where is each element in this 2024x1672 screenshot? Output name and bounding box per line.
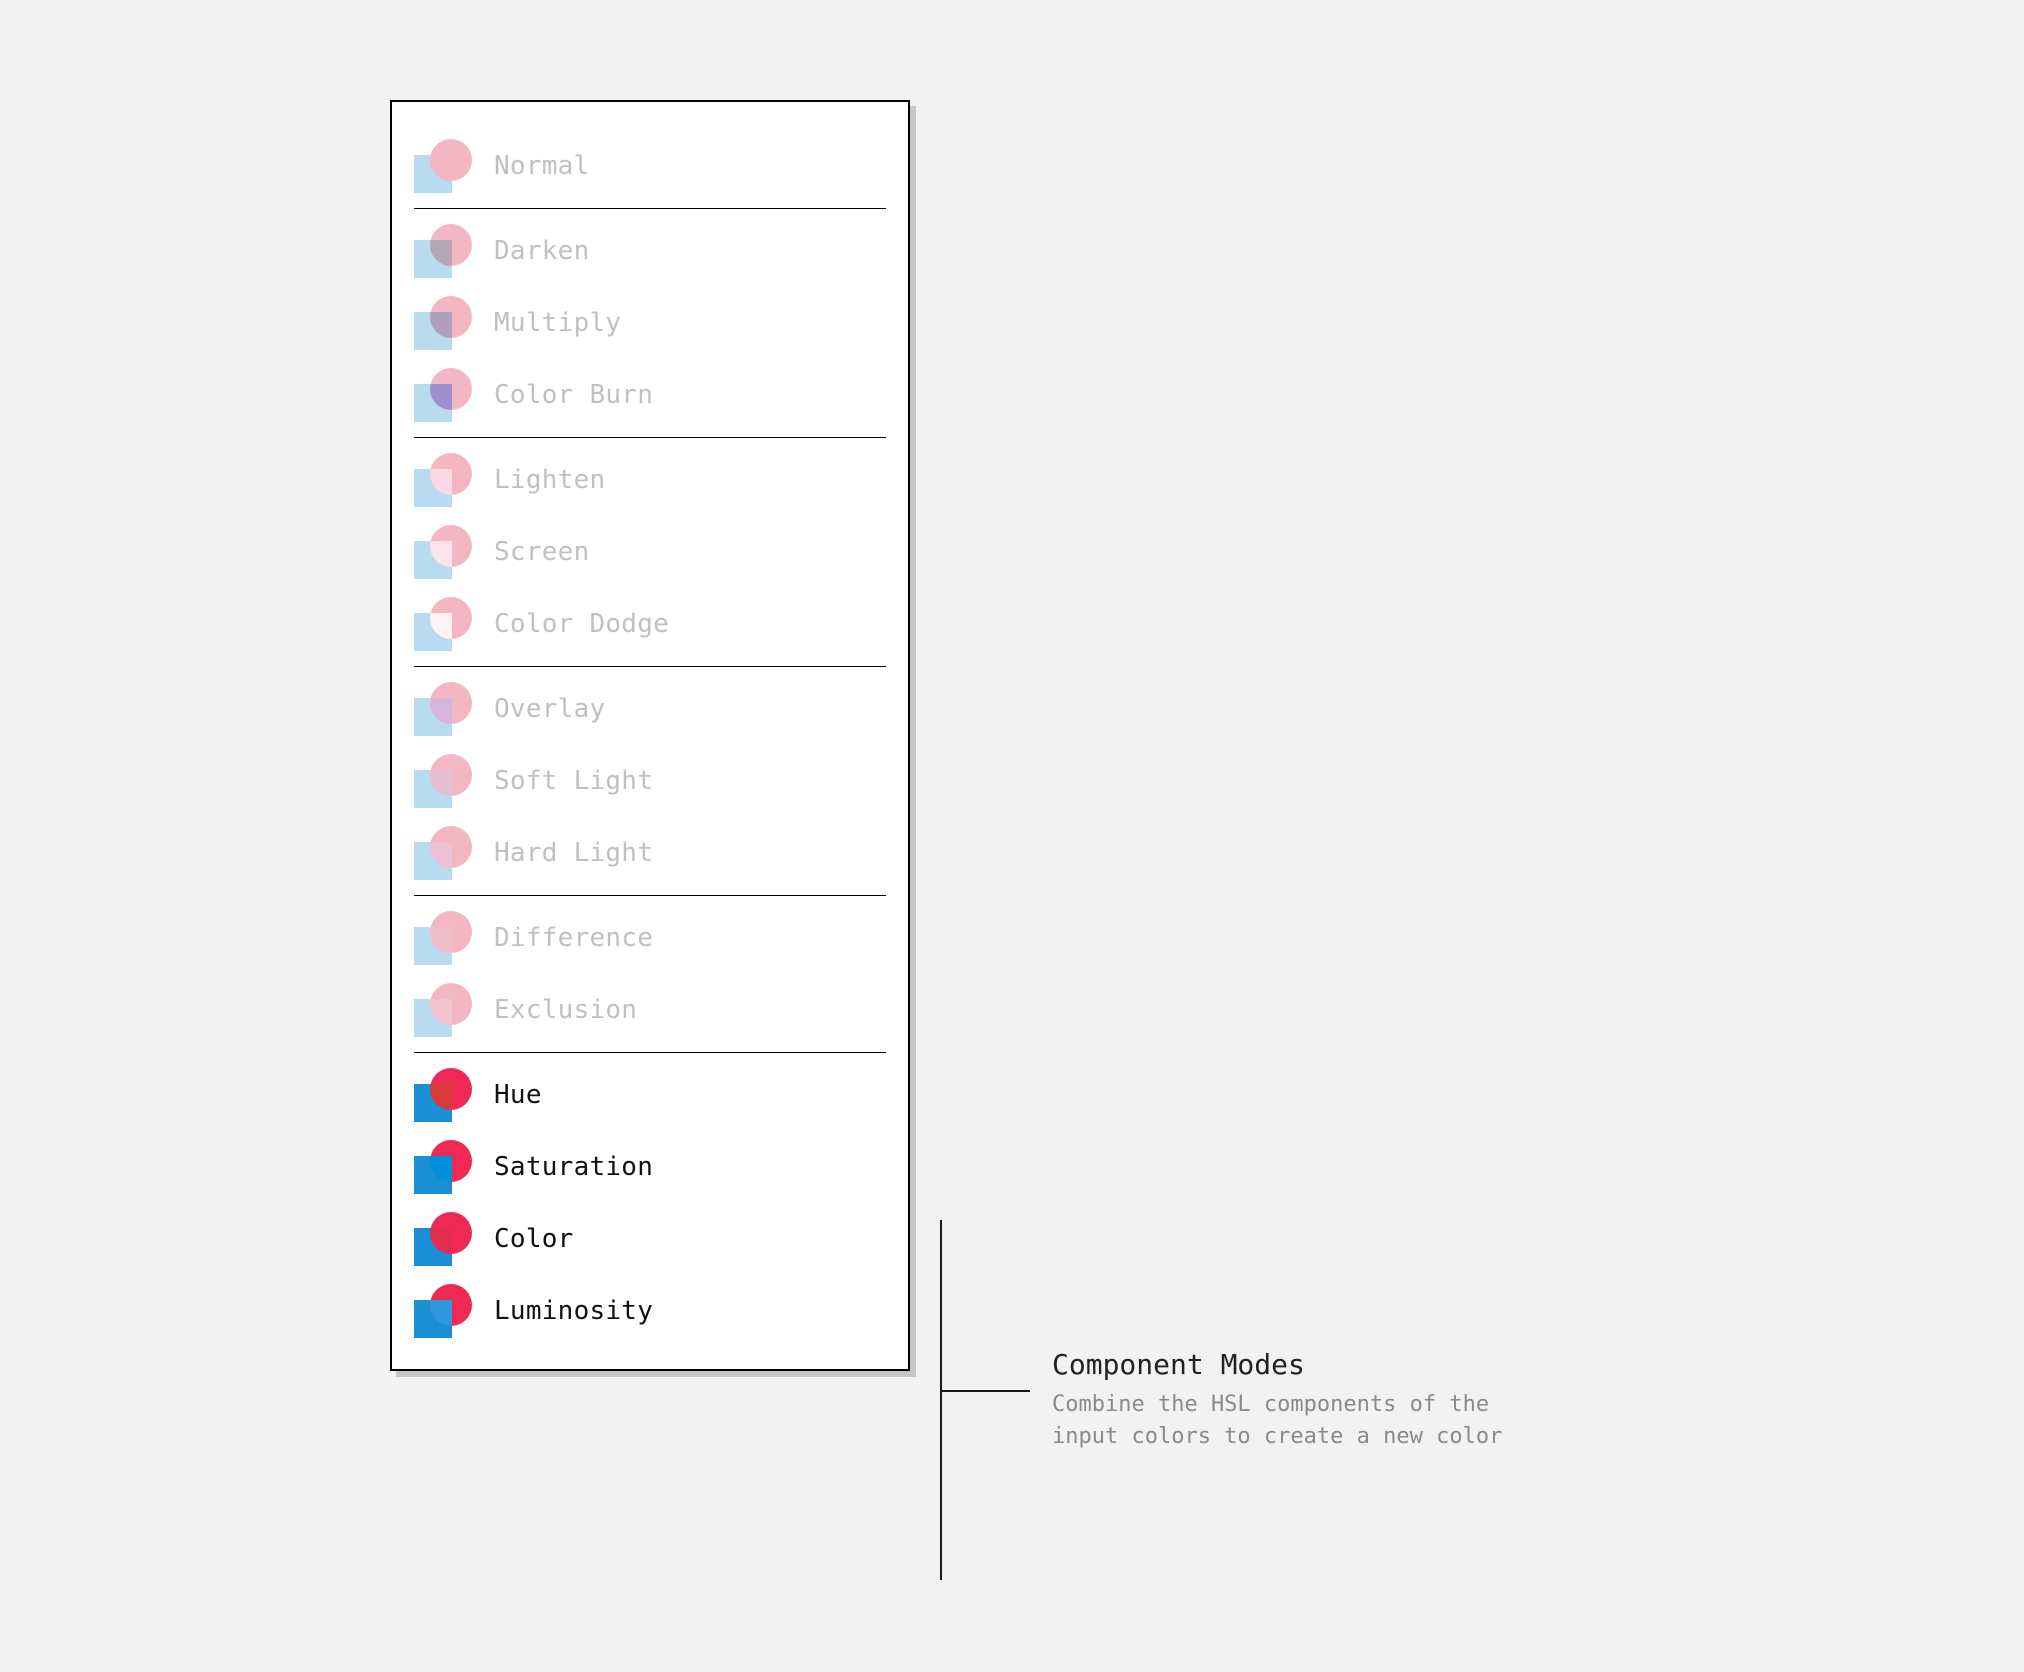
- callout-text: Component Modes Combine the HSL componen…: [1052, 1348, 1512, 1453]
- blend-swatch-icon: [414, 453, 472, 507]
- blend-mode-item[interactable]: Multiply: [414, 287, 886, 359]
- blend-mode-label: Normal: [494, 151, 589, 181]
- blend-mode-group: Normal: [414, 130, 886, 209]
- callout-title: Component Modes: [1052, 1348, 1512, 1381]
- blend-mode-item[interactable]: Screen: [414, 516, 886, 588]
- blend-mode-item[interactable]: Color Burn: [414, 359, 886, 431]
- blend-swatch-icon: [414, 983, 472, 1037]
- blend-swatch-icon: [414, 224, 472, 278]
- blend-mode-label: Color Burn: [494, 380, 653, 410]
- blend-swatch-icon: [414, 597, 472, 651]
- blend-mode-item[interactable]: Hard Light: [414, 817, 886, 889]
- blend-swatch-icon: [414, 911, 472, 965]
- blend-mode-label: Lighten: [494, 465, 605, 495]
- blend-mode-label: Soft Light: [494, 766, 653, 796]
- blend-mode-item[interactable]: Hue: [414, 1059, 886, 1131]
- blend-swatch-icon: [414, 1140, 472, 1194]
- blend-mode-item[interactable]: Saturation: [414, 1131, 886, 1203]
- blend-swatch-icon: [414, 296, 472, 350]
- blend-mode-group: Darken Multiply Color Burn: [414, 215, 886, 438]
- callout-description: Combine the HSL components of the input …: [1052, 1389, 1512, 1453]
- blend-mode-group: Lighten Screen Color Dodge: [414, 444, 886, 667]
- blend-mode-item[interactable]: Lighten: [414, 444, 886, 516]
- blend-mode-item[interactable]: Color: [414, 1203, 886, 1275]
- blend-swatch-icon: [414, 754, 472, 808]
- blend-mode-item[interactable]: Difference: [414, 902, 886, 974]
- blend-swatch-icon: [414, 826, 472, 880]
- blend-mode-item[interactable]: Luminosity: [414, 1275, 886, 1347]
- blend-swatch-icon: [414, 368, 472, 422]
- blend-swatch-icon: [414, 682, 472, 736]
- callout-bracket-vertical: [940, 1220, 942, 1580]
- blend-mode-label: Color: [494, 1224, 574, 1254]
- blend-mode-item[interactable]: Exclusion: [414, 974, 886, 1046]
- blend-mode-label: Hard Light: [494, 838, 653, 868]
- blend-modes-panel: Normal Darken Multiply Color Burn Lighten Scr…: [390, 100, 910, 1371]
- blend-mode-label: Saturation: [494, 1152, 653, 1182]
- blend-mode-label: Darken: [494, 236, 589, 266]
- blend-mode-item[interactable]: Overlay: [414, 673, 886, 745]
- callout-bracket-horizontal: [940, 1390, 1030, 1392]
- blend-mode-label: Hue: [494, 1080, 542, 1110]
- blend-mode-label: Difference: [494, 923, 653, 953]
- blend-mode-item[interactable]: Normal: [414, 130, 886, 202]
- blend-mode-item[interactable]: Darken: [414, 215, 886, 287]
- blend-mode-item[interactable]: Soft Light: [414, 745, 886, 817]
- blend-mode-label: Exclusion: [494, 995, 637, 1025]
- panel-body: Normal Darken Multiply Color Burn Lighten Scr…: [390, 100, 910, 1371]
- blend-swatch-icon: [414, 525, 472, 579]
- blend-swatch-icon: [414, 1212, 472, 1266]
- blend-mode-label: Luminosity: [494, 1296, 653, 1326]
- blend-swatch-icon: [414, 1284, 472, 1338]
- blend-mode-group: Hue Saturation Color Luminosity: [414, 1059, 886, 1347]
- blend-mode-group: Difference Exclusion: [414, 902, 886, 1053]
- blend-mode-label: Multiply: [494, 308, 621, 338]
- blend-mode-label: Screen: [494, 537, 589, 567]
- blend-mode-group: Overlay Soft Light Hard Light: [414, 673, 886, 896]
- blend-mode-item[interactable]: Color Dodge: [414, 588, 886, 660]
- blend-swatch-icon: [414, 1068, 472, 1122]
- blend-swatch-icon: [414, 139, 472, 193]
- blend-mode-label: Overlay: [494, 694, 605, 724]
- blend-mode-label: Color Dodge: [494, 609, 669, 639]
